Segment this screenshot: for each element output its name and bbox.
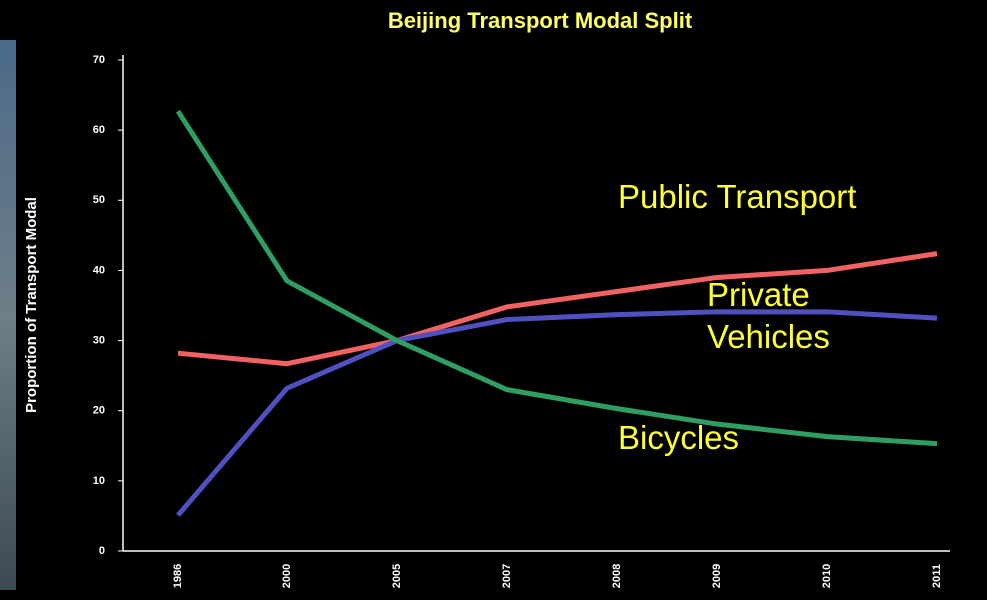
- background-photo: [0, 40, 16, 590]
- x-tick-label: 1986: [172, 564, 184, 588]
- y-tick-label: 20: [93, 405, 105, 417]
- y-tick-label: 50: [93, 194, 105, 206]
- y-tick-label: 70: [93, 54, 105, 66]
- x-tick-label: 2008: [611, 564, 623, 588]
- x-tick-label: 2000: [281, 564, 293, 588]
- y-axis-label: Proportion of Transport Modal: [23, 197, 40, 413]
- series-label: Private Vehicles: [707, 276, 830, 355]
- series-line: [175, 109, 938, 447]
- x-tick-label: 2011: [931, 564, 943, 588]
- x-tick-label: 2005: [391, 564, 403, 588]
- x-tick-label: 2009: [711, 564, 723, 588]
- y-tick-label: 30: [93, 334, 105, 346]
- chart-title: Beijing Transport Modal Split: [388, 8, 693, 33]
- y-tick-label: 60: [93, 124, 105, 136]
- series-line: [176, 309, 938, 517]
- series-label: Public Transport: [618, 178, 857, 215]
- y-tick-label: 10: [93, 475, 105, 487]
- series-line: [177, 251, 938, 367]
- x-tick-label: 2010: [821, 564, 833, 588]
- y-tick-label: 0: [99, 545, 105, 557]
- series-label: Bicycles: [618, 419, 740, 456]
- x-tick-label: 2007: [501, 564, 513, 588]
- y-tick-label: 40: [93, 264, 105, 276]
